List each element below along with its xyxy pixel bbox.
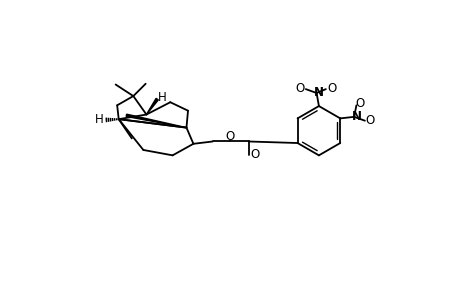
Text: O: O (250, 148, 259, 161)
Polygon shape (126, 114, 186, 128)
Text: H: H (95, 113, 104, 126)
Text: N: N (313, 86, 323, 100)
Text: O: O (224, 130, 234, 143)
Text: O: O (365, 114, 374, 127)
Polygon shape (146, 98, 158, 115)
Text: O: O (295, 82, 304, 95)
Text: O: O (327, 82, 336, 95)
Text: O: O (355, 97, 364, 110)
Text: N: N (351, 110, 361, 123)
Text: H: H (158, 91, 167, 104)
